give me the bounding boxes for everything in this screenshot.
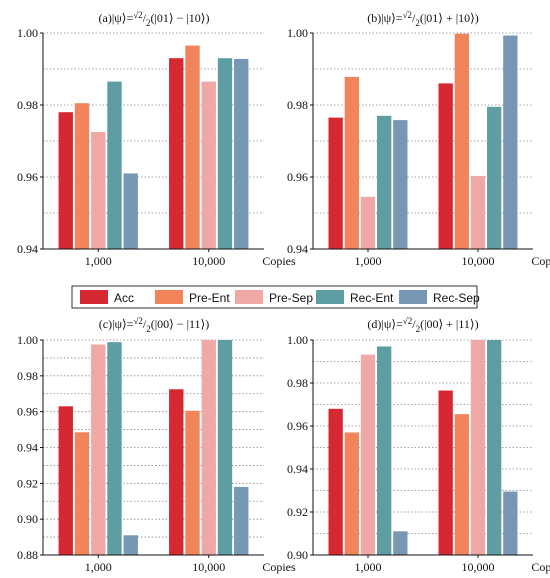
y-tick-label: 0.98 xyxy=(287,98,308,112)
y-tick-label: 0.88 xyxy=(17,548,38,562)
chart-title: (c)|ψ⟩=√2/2(|00⟩ − |11⟩) xyxy=(99,316,209,334)
bar-rec-sep-10000 xyxy=(234,58,249,249)
legend-swatch-rec-sep xyxy=(399,290,427,304)
y-tick-label: 0.94 xyxy=(287,462,308,476)
y-tick-label: 0.96 xyxy=(287,419,308,433)
y-tick-label: 0.94 xyxy=(17,242,38,256)
x-tick-label: 1,000 xyxy=(85,254,112,268)
bar-acc-10000 xyxy=(438,390,453,555)
legend-label-pre-ent: Pre-Ent xyxy=(189,291,230,305)
y-tick-label: 0.96 xyxy=(17,170,38,184)
x-axis-label: Copies xyxy=(262,560,296,574)
legend-label-acc: Acc xyxy=(114,291,134,305)
chart-title: (d)|ψ⟩=√2/2(|00⟩ + |11⟩) xyxy=(367,316,478,334)
bar-rec-ent-10000 xyxy=(217,58,233,250)
legend-label-pre-sep: Pre-Sep xyxy=(269,291,313,305)
bar-acc-10000 xyxy=(169,58,184,250)
bar-rec-sep-1000 xyxy=(393,120,408,250)
bar-acc-10000 xyxy=(169,389,184,555)
bar-pre-sep-10000 xyxy=(201,81,216,249)
y-tick-label: 1.00 xyxy=(17,333,38,347)
chart-title: (a)|ψ⟩=√2/2(|01⟩ − |10⟩) xyxy=(99,10,210,28)
bar-pre-ent-10000 xyxy=(454,33,469,249)
y-tick-label: 1.00 xyxy=(287,26,308,40)
bar-pre-sep-1000 xyxy=(91,132,106,249)
bar-rec-sep-10000 xyxy=(503,35,518,249)
x-tick-label: 10,000 xyxy=(462,560,495,574)
bar-pre-ent-1000 xyxy=(74,432,90,555)
bar-pre-sep-10000 xyxy=(470,340,486,555)
y-tick-label: 1.00 xyxy=(17,26,38,40)
bar-acc-1000 xyxy=(58,406,73,555)
bar-rec-ent-1000 xyxy=(377,346,392,555)
bar-rec-ent-1000 xyxy=(377,115,392,249)
bar-pre-ent-10000 xyxy=(454,414,469,555)
x-tick-label: 1,000 xyxy=(355,254,382,268)
legend-label-rec-sep: Rec-Sep xyxy=(433,291,480,305)
bar-pre-ent-10000 xyxy=(185,45,200,249)
bar-acc-1000 xyxy=(328,117,343,249)
bar-rec-sep-10000 xyxy=(503,491,518,555)
bar-pre-sep-10000 xyxy=(470,175,486,249)
bar-rec-ent-10000 xyxy=(217,340,233,555)
bar-pre-ent-10000 xyxy=(185,410,200,555)
bar-rec-ent-10000 xyxy=(487,340,502,555)
y-tick-label: 0.96 xyxy=(287,170,308,184)
x-tick-label: 1,000 xyxy=(355,560,382,574)
y-tick-label: 0.90 xyxy=(287,548,308,562)
x-tick-label: 10,000 xyxy=(462,254,495,268)
x-axis-label: Copies xyxy=(531,560,550,574)
x-axis-label: Copies xyxy=(262,254,296,268)
bar-rec-sep-1000 xyxy=(123,173,138,249)
bar-pre-sep-10000 xyxy=(201,340,216,555)
legend: Acc Pre-Ent Pre-Sep Rec-Ent Rec-Sep xyxy=(71,285,480,309)
y-tick-label: 1.00 xyxy=(287,333,308,347)
y-tick-label: 0.96 xyxy=(17,405,38,419)
chart-panel-c: 0.88 0.90 0.92 0.94 0.96 0.98 1.00 1,000 10,000 C… xyxy=(17,316,296,574)
bar-pre-sep-1000 xyxy=(91,344,106,555)
bar-acc-1000 xyxy=(328,408,343,555)
bar-rec-ent-10000 xyxy=(487,106,502,249)
bar-pre-sep-1000 xyxy=(360,354,376,555)
bar-rec-ent-1000 xyxy=(107,81,122,249)
y-tick-label: 0.98 xyxy=(17,98,38,112)
y-tick-label: 0.94 xyxy=(17,441,38,455)
y-tick-label: 0.94 xyxy=(287,242,308,256)
x-tick-label: 10,000 xyxy=(192,560,225,574)
bar-pre-sep-1000 xyxy=(360,196,376,249)
chart-panel-d: 0.90 0.92 0.94 0.96 0.98 1.00 1,000 10,000 Copie… xyxy=(287,316,550,574)
bar-pre-ent-1000 xyxy=(344,76,359,249)
legend-swatch-acc xyxy=(80,290,108,304)
legend-swatch-pre-ent xyxy=(155,290,183,304)
chart-panel-b: 0.94 0.96 0.98 1.00 1,000 10,000 Copies (b)|ψ⟩=… xyxy=(287,10,550,268)
legend-label-rec-ent: Rec-Ent xyxy=(350,291,394,305)
x-tick-label: 1,000 xyxy=(85,560,112,574)
bar-rec-sep-1000 xyxy=(123,535,138,555)
chart-panel-a: 0.94 0.96 0.98 1.00 1,000 10,000 Copies (a)|ψ⟩=… xyxy=(17,10,296,268)
legend-swatch-pre-sep xyxy=(235,290,263,304)
bar-rec-ent-1000 xyxy=(107,342,122,555)
y-tick-label: 0.98 xyxy=(287,376,308,390)
y-tick-label: 0.90 xyxy=(17,512,38,526)
chart-title: (b)|ψ⟩=√2/2(|01⟩ + |10⟩) xyxy=(367,10,479,28)
bar-rec-sep-1000 xyxy=(393,531,408,555)
bar-pre-ent-1000 xyxy=(344,432,359,555)
bar-acc-1000 xyxy=(58,112,73,249)
y-tick-label: 0.92 xyxy=(17,476,38,490)
bar-rec-sep-10000 xyxy=(234,486,249,555)
y-tick-label: 0.92 xyxy=(287,505,308,519)
bar-pre-ent-1000 xyxy=(74,103,90,249)
legend-swatch-rec-ent xyxy=(316,290,344,304)
x-axis-label: Copies xyxy=(531,254,550,268)
x-tick-label: 10,000 xyxy=(192,254,225,268)
y-tick-label: 0.98 xyxy=(17,369,38,383)
bar-acc-10000 xyxy=(438,83,453,250)
